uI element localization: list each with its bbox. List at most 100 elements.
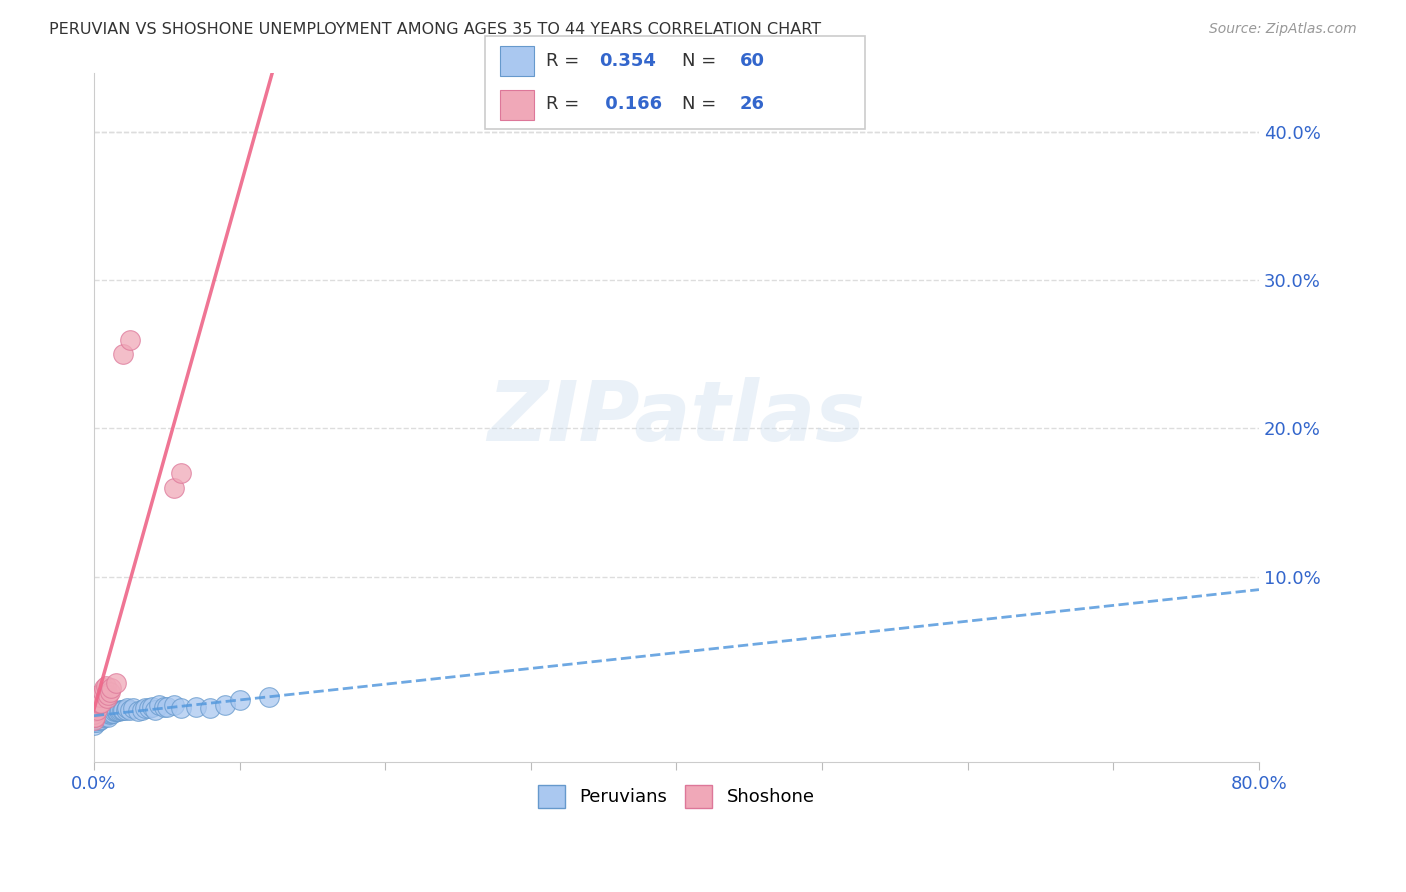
Point [86,703,108,717]
FancyBboxPatch shape [501,90,534,120]
Point [83,707,105,722]
Point [101,706,124,720]
Point [93,706,115,720]
Point [83,709,105,723]
Point [200,701,222,715]
Point [83,714,105,729]
Point [91,710,114,724]
Point [100,706,122,720]
Point [84,710,107,724]
Point [87,710,110,724]
Text: 0.354: 0.354 [599,52,655,70]
Text: Source: ZipAtlas.com: Source: ZipAtlas.com [1209,22,1357,37]
Point [94,709,117,723]
Point [170,701,193,715]
Point [184,700,207,714]
Point [153,700,176,714]
Point [90,696,112,710]
Point [122,701,145,715]
Point [83,707,105,722]
Point [97,706,120,720]
Point [117,701,139,715]
Point [96,691,118,706]
Point [90,709,112,723]
Text: R =: R = [546,52,585,70]
Text: 0.166: 0.166 [599,95,662,113]
Point [98,685,121,699]
Point [228,692,250,706]
Point [170,466,193,480]
Point [91,706,114,720]
Point [214,698,236,713]
Point [257,690,280,704]
Text: N =: N = [682,52,723,70]
Point [120,333,142,347]
Point [98,707,121,722]
Point [87,714,110,728]
Point [84,696,107,710]
Point [91,685,114,699]
Point [148,698,170,713]
Point [87,707,110,722]
Point [156,700,179,714]
Text: 26: 26 [740,95,765,113]
Point [83,714,105,728]
Point [86,692,108,706]
Point [120,703,142,717]
Legend: Peruvians, Shoshone: Peruvians, Shoshone [530,778,823,814]
Point [107,705,129,719]
Point [112,703,135,717]
Point [90,706,112,720]
Point [104,676,127,690]
Point [83,717,105,731]
Point [94,679,117,693]
Point [127,705,149,719]
Point [89,696,111,710]
Point [131,703,153,717]
Point [138,701,160,715]
Point [83,705,105,719]
Point [105,705,128,719]
Point [83,714,105,728]
Point [97,710,120,724]
Point [110,703,132,717]
Point [143,703,166,717]
FancyBboxPatch shape [485,36,865,129]
Point [90,712,112,726]
Text: 60: 60 [740,52,765,70]
Point [89,705,111,719]
Point [94,705,117,719]
Point [141,700,163,714]
Point [100,681,122,695]
Point [83,710,105,724]
Point [86,714,108,729]
Point [87,705,110,719]
Text: ZIPatlas: ZIPatlas [488,377,865,458]
Point [86,706,108,720]
Point [112,347,135,361]
Text: PERUVIAN VS SHOSHONE UNEMPLOYMENT AMONG AGES 35 TO 44 YEARS CORRELATION CHART: PERUVIAN VS SHOSHONE UNEMPLOYMENT AMONG … [49,22,821,37]
Point [163,698,186,713]
Point [83,706,105,720]
Point [163,481,186,495]
Point [83,710,105,724]
Point [83,703,105,717]
Point [93,710,115,724]
Point [97,688,120,702]
Point [104,705,127,719]
Point [93,681,115,695]
Point [89,714,111,728]
Text: N =: N = [682,95,723,113]
Point [89,709,111,723]
Point [84,700,107,714]
Text: R =: R = [546,95,585,113]
FancyBboxPatch shape [501,46,534,76]
Point [103,705,125,719]
Point [87,688,110,702]
Point [134,701,156,715]
Point [86,710,108,724]
Point [115,703,138,717]
Point [87,696,110,710]
Point [108,703,131,717]
Point [89,690,111,704]
